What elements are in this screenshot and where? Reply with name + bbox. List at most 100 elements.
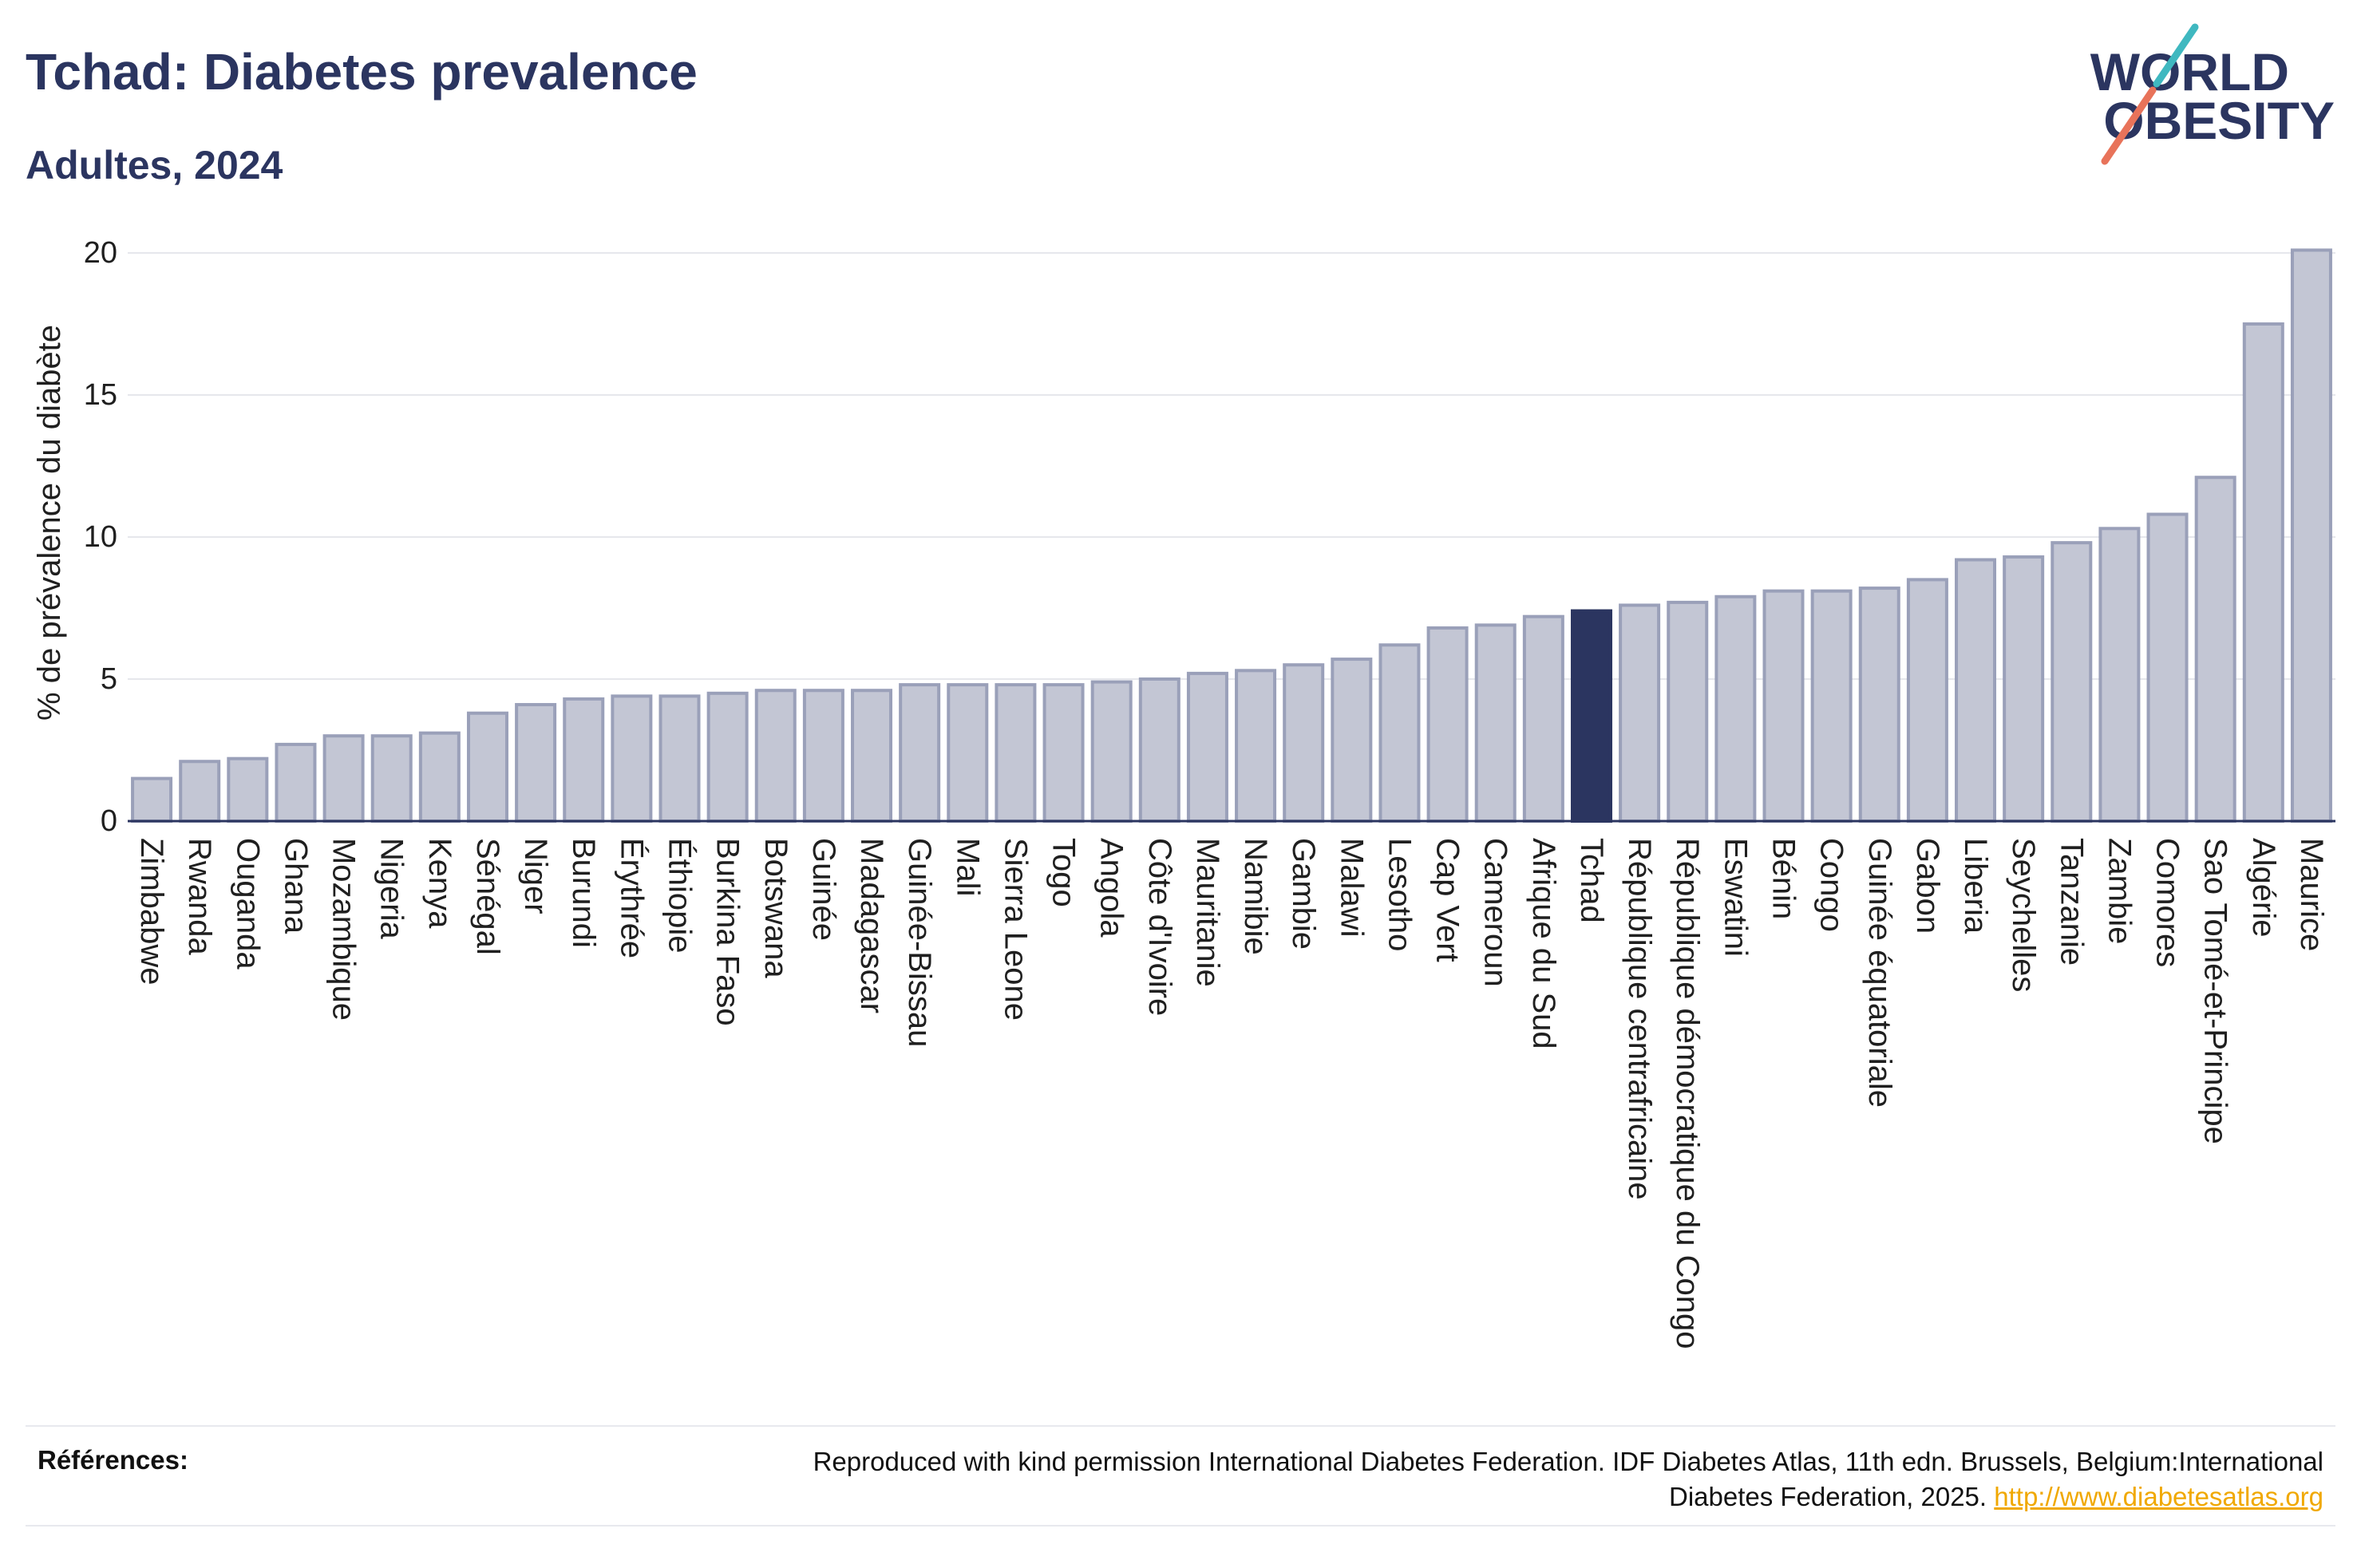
bar-ghana	[275, 742, 317, 823]
bar-sierra-leone	[995, 683, 1037, 823]
x-tick-label: Lesotho	[1382, 838, 1417, 951]
references-citation: Reproduced with kind permission Internat…	[813, 1447, 2323, 1511]
x-tick-label: Guinée	[806, 838, 841, 941]
x-tick-label: Zimbabwe	[134, 838, 169, 985]
bar-tanzanie	[2051, 541, 2093, 823]
x-tick-label: Ghana	[278, 838, 313, 934]
y-tick-label: 5	[101, 662, 117, 696]
x-tick-label: Afrique du Sud	[1526, 838, 1561, 1049]
x-tick-label: Mali	[950, 838, 985, 896]
x-tick-label: Rwanda	[182, 838, 217, 956]
bar-guinee	[802, 689, 844, 823]
bar-republique-democratique-du-congo	[1667, 600, 1709, 823]
bar-tchad	[1570, 609, 1612, 823]
x-tick-label: Madagascar	[854, 838, 889, 1013]
x-tick-label: Niger	[518, 838, 553, 914]
chart-title: Tchad: Diabetes prevalence	[26, 43, 698, 101]
x-tick-label: République centrafricaine	[1622, 838, 1657, 1200]
x-tick-label: Liberia	[1958, 838, 1993, 934]
x-tick-label: Tanzanie	[2054, 838, 2089, 966]
bar-afrique-du-sud	[1522, 614, 1564, 823]
bar-malawi	[1331, 658, 1373, 823]
bar-burkina-faso	[706, 691, 749, 823]
x-tick-label: Gambie	[1286, 838, 1321, 950]
x-tick-label: Gabon	[1910, 838, 1945, 934]
bar-sao-tome-et-principe	[2194, 476, 2236, 823]
x-tick-label: Namibie	[1238, 838, 1273, 955]
bar-mali	[947, 683, 989, 823]
bar-burundi	[563, 697, 605, 823]
bar-gabon	[1906, 578, 1948, 823]
x-tick-label: Maurice	[2294, 838, 2329, 951]
bar-maurice	[2290, 248, 2332, 823]
bar-botswana	[754, 689, 797, 823]
y-tick-label: 15	[84, 378, 117, 412]
bar-madagascar	[851, 689, 893, 823]
y-tick-label: 10	[84, 520, 117, 554]
x-tick-label: Cap Vert	[1430, 838, 1465, 962]
footer-bottom-divider	[26, 1525, 2335, 1527]
y-tick-label: 0	[101, 804, 117, 838]
bar-cote-d-ivoire	[1138, 677, 1180, 823]
bar-kenya	[418, 731, 461, 823]
bar-angola	[1090, 680, 1133, 823]
x-tick-label: Tchad	[1574, 838, 1609, 923]
x-tick-label: Malawi	[1334, 838, 1369, 937]
x-tick-label: Zambie	[2102, 838, 2137, 944]
footer-top-divider	[26, 1425, 2335, 1427]
x-tick-label: Cameroun	[1478, 838, 1513, 987]
x-tick-label: Congo	[1814, 838, 1849, 932]
x-tick-label: Botswana	[758, 838, 793, 978]
bar-seychelles	[2003, 555, 2045, 823]
bar-liberia	[1955, 558, 1997, 823]
x-tick-label: Burkina Faso	[710, 838, 745, 1026]
x-tick-label: Guinée-Bissau	[902, 838, 937, 1047]
bars	[131, 248, 2332, 823]
x-tick-label: Angola	[1094, 838, 1129, 938]
bar-zambie	[2098, 527, 2141, 823]
bar-comores	[2146, 512, 2189, 823]
bar-erythree	[611, 694, 653, 823]
x-tick-label: Kenya	[422, 838, 457, 929]
references-text: Reproduced with kind permission Internat…	[759, 1444, 2323, 1515]
x-tick-label: Nigeria	[374, 838, 409, 939]
references-label: Références:	[38, 1445, 188, 1475]
x-tick-label: Guinée équatoriale	[1862, 838, 1897, 1108]
references-link[interactable]: http://www.diabetesatlas.org	[1994, 1482, 2323, 1511]
bar-ouganda	[227, 756, 269, 823]
bar-benin	[1762, 589, 1805, 823]
bar-namibie	[1235, 669, 1277, 823]
bar-mauritanie	[1186, 671, 1228, 823]
chart-subtitle: Adultes, 2024	[26, 143, 283, 188]
bar-cameroun	[1474, 623, 1517, 823]
bar-zimbabwe	[131, 776, 173, 823]
axes: 0 5 10 15 20 Zimbabwe Rwanda Ouganda Ghana Mozamb…	[84, 236, 2335, 1349]
logo-slash-teal	[2153, 23, 2199, 88]
bar-gambie	[1283, 663, 1325, 823]
x-tick-label: Mauritanie	[1190, 838, 1225, 987]
bar-lesotho	[1378, 643, 1421, 823]
bar-togo	[1042, 683, 1085, 823]
x-tick-label: Seychelles	[2006, 838, 2041, 992]
x-tick-label: Sénégal	[470, 838, 505, 955]
bar-niger	[515, 703, 557, 823]
bar-guinee-bissau	[899, 683, 941, 823]
bar-congo	[1810, 589, 1853, 823]
bar-cap-vert	[1426, 626, 1469, 823]
y-tick-label: 20	[84, 236, 117, 270]
bar-republique-centrafricaine	[1619, 603, 1661, 823]
bar-senegal	[466, 711, 508, 823]
bar-algerie	[2242, 322, 2284, 823]
x-tick-label: Sao Tomé-et-Principe	[2198, 838, 2233, 1144]
world-obesity-logo: WORLD OBESITY	[2090, 23, 2335, 165]
x-tick-label: Côte d'Ivoire	[1142, 838, 1177, 1016]
logo-text-world: WORLD	[2090, 42, 2289, 101]
x-tick-label: République démocratique du Congo	[1670, 838, 1705, 1349]
bar-eswatini	[1714, 594, 1757, 823]
x-tick-label: Algérie	[2246, 838, 2281, 938]
x-tick-label: Eswatini	[1718, 838, 1753, 957]
bar-nigeria	[370, 734, 413, 823]
x-tick-label: Éthiopie	[662, 838, 698, 954]
y-axis-label: % de prévalence du diabète	[32, 325, 67, 721]
